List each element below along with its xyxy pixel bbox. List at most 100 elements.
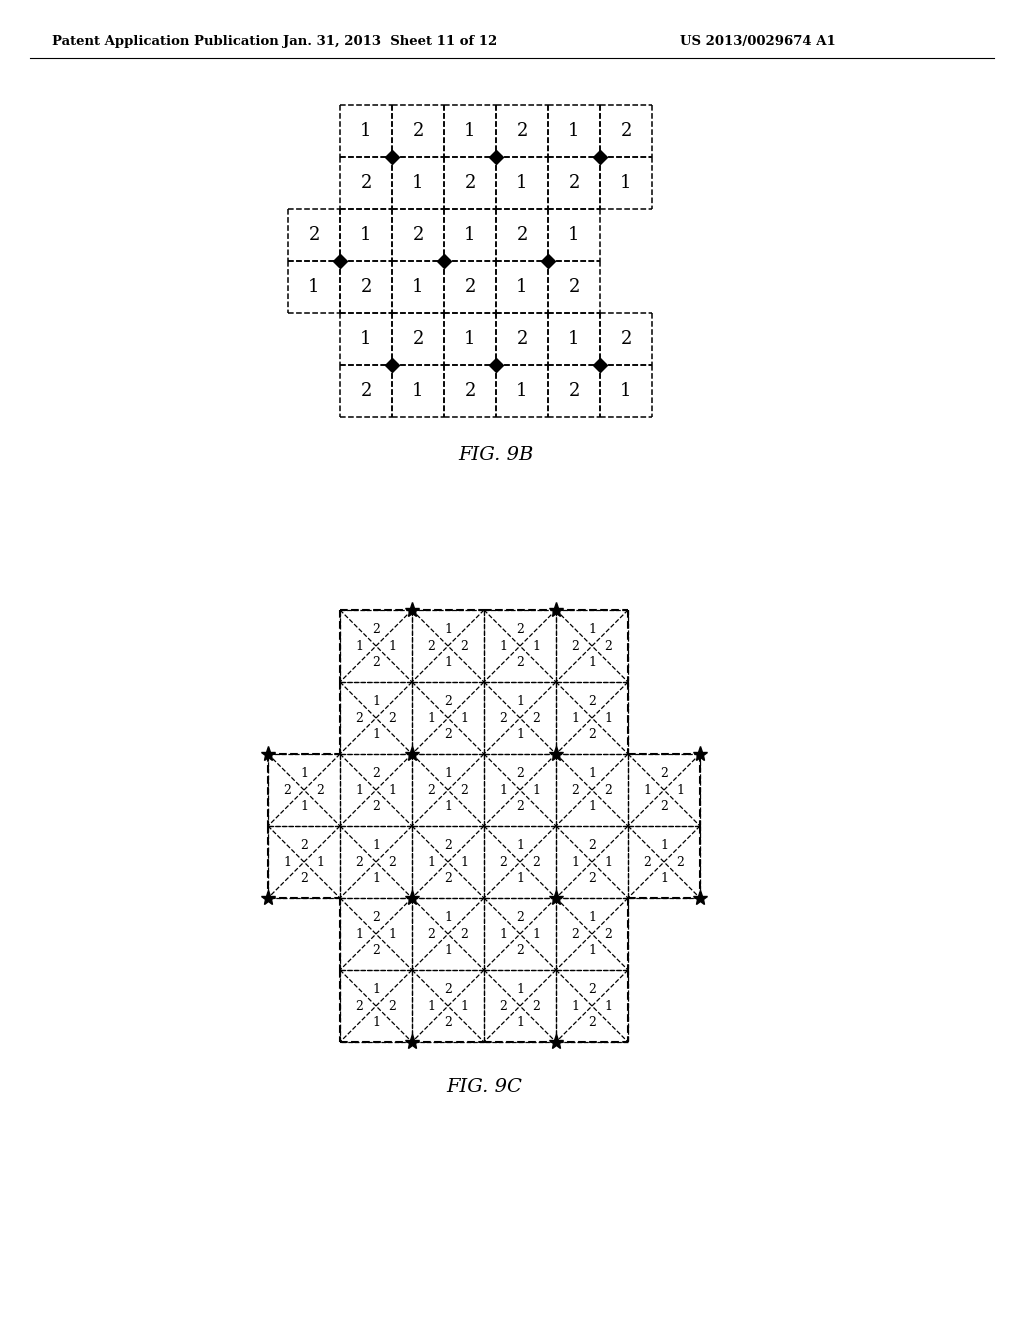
Text: 1: 1 xyxy=(660,873,668,884)
Text: 1: 1 xyxy=(532,639,541,652)
Text: 2: 2 xyxy=(516,911,524,924)
Text: 2: 2 xyxy=(621,121,632,140)
Text: 2: 2 xyxy=(516,944,524,957)
Text: 1: 1 xyxy=(588,623,596,636)
Text: 1: 1 xyxy=(461,855,469,869)
Text: 1: 1 xyxy=(444,911,452,924)
Text: 1: 1 xyxy=(413,174,424,191)
Text: 2: 2 xyxy=(532,711,541,725)
Text: 2: 2 xyxy=(516,623,524,636)
Text: 2: 2 xyxy=(660,800,668,813)
Text: 2: 2 xyxy=(444,1016,452,1030)
Text: 2: 2 xyxy=(300,873,308,884)
Text: 2: 2 xyxy=(571,928,580,940)
Text: 2: 2 xyxy=(444,983,452,997)
Text: 2: 2 xyxy=(568,174,580,191)
Text: 2: 2 xyxy=(571,784,580,796)
Text: 1: 1 xyxy=(588,656,596,669)
Text: 2: 2 xyxy=(660,767,668,780)
Text: 1: 1 xyxy=(571,999,580,1012)
Text: 2: 2 xyxy=(516,330,527,348)
Text: 1: 1 xyxy=(588,944,596,957)
Text: 2: 2 xyxy=(500,855,507,869)
Text: 2: 2 xyxy=(571,639,580,652)
Text: 1: 1 xyxy=(604,999,612,1012)
Text: 2: 2 xyxy=(444,840,452,851)
Text: 2: 2 xyxy=(389,711,396,725)
Text: 2: 2 xyxy=(516,656,524,669)
Text: Patent Application Publication: Patent Application Publication xyxy=(52,36,279,49)
Text: 2: 2 xyxy=(568,381,580,400)
Text: 2: 2 xyxy=(568,279,580,296)
Text: 1: 1 xyxy=(588,911,596,924)
Text: 1: 1 xyxy=(427,999,435,1012)
Text: 1: 1 xyxy=(604,855,612,869)
Text: 2: 2 xyxy=(588,840,596,851)
Text: 2: 2 xyxy=(516,767,524,780)
Text: 1: 1 xyxy=(427,711,435,725)
Text: 2: 2 xyxy=(516,121,527,140)
Text: 1: 1 xyxy=(532,784,541,796)
Text: 2: 2 xyxy=(413,226,424,244)
Text: 2: 2 xyxy=(461,639,469,652)
Text: 1: 1 xyxy=(372,873,380,884)
Text: 1: 1 xyxy=(568,121,580,140)
Text: 1: 1 xyxy=(464,330,476,348)
Text: 1: 1 xyxy=(444,623,452,636)
Text: 1: 1 xyxy=(372,729,380,741)
Text: 2: 2 xyxy=(588,983,596,997)
Text: 1: 1 xyxy=(621,381,632,400)
Text: 2: 2 xyxy=(372,767,380,780)
Text: 1: 1 xyxy=(413,279,424,296)
Text: 2: 2 xyxy=(316,784,325,796)
Text: 1: 1 xyxy=(355,639,364,652)
Text: 1: 1 xyxy=(444,944,452,957)
Text: 1: 1 xyxy=(300,767,308,780)
Text: 1: 1 xyxy=(464,226,476,244)
Text: 1: 1 xyxy=(621,174,632,191)
Text: 2: 2 xyxy=(588,694,596,708)
Text: 2: 2 xyxy=(389,999,396,1012)
Text: 1: 1 xyxy=(388,928,396,940)
Text: 1: 1 xyxy=(300,800,308,813)
Text: 1: 1 xyxy=(388,784,396,796)
Text: 2: 2 xyxy=(677,855,684,869)
Text: 1: 1 xyxy=(516,1016,524,1030)
Text: 1: 1 xyxy=(444,656,452,669)
Text: 2: 2 xyxy=(360,279,372,296)
Text: 2: 2 xyxy=(464,279,476,296)
Text: US 2013/0029674 A1: US 2013/0029674 A1 xyxy=(680,36,836,49)
Text: 1: 1 xyxy=(360,226,372,244)
Text: 2: 2 xyxy=(355,999,364,1012)
Text: 1: 1 xyxy=(571,711,580,725)
Text: 1: 1 xyxy=(588,767,596,780)
Text: 2: 2 xyxy=(427,928,435,940)
Text: 1: 1 xyxy=(516,694,524,708)
Text: 1: 1 xyxy=(372,694,380,708)
Text: 2: 2 xyxy=(372,911,380,924)
Text: 2: 2 xyxy=(308,226,319,244)
Text: 2: 2 xyxy=(427,639,435,652)
Text: 2: 2 xyxy=(588,1016,596,1030)
Text: 2: 2 xyxy=(621,330,632,348)
Text: 1: 1 xyxy=(355,784,364,796)
Text: FIG. 9C: FIG. 9C xyxy=(446,1078,522,1096)
Text: 1: 1 xyxy=(571,855,580,869)
Text: 1: 1 xyxy=(427,855,435,869)
Text: 1: 1 xyxy=(604,711,612,725)
Text: 2: 2 xyxy=(604,784,612,796)
Text: 1: 1 xyxy=(516,279,527,296)
Text: 2: 2 xyxy=(444,694,452,708)
Text: 1: 1 xyxy=(360,330,372,348)
Text: 2: 2 xyxy=(461,784,469,796)
Text: 2: 2 xyxy=(464,381,476,400)
Text: 1: 1 xyxy=(500,784,508,796)
Text: 2: 2 xyxy=(355,855,364,869)
Text: 1: 1 xyxy=(316,855,325,869)
Text: Jan. 31, 2013  Sheet 11 of 12: Jan. 31, 2013 Sheet 11 of 12 xyxy=(283,36,497,49)
Text: 2: 2 xyxy=(372,800,380,813)
Text: 1: 1 xyxy=(516,983,524,997)
Text: 2: 2 xyxy=(532,999,541,1012)
Text: 2: 2 xyxy=(500,999,507,1012)
Text: 2: 2 xyxy=(355,711,364,725)
